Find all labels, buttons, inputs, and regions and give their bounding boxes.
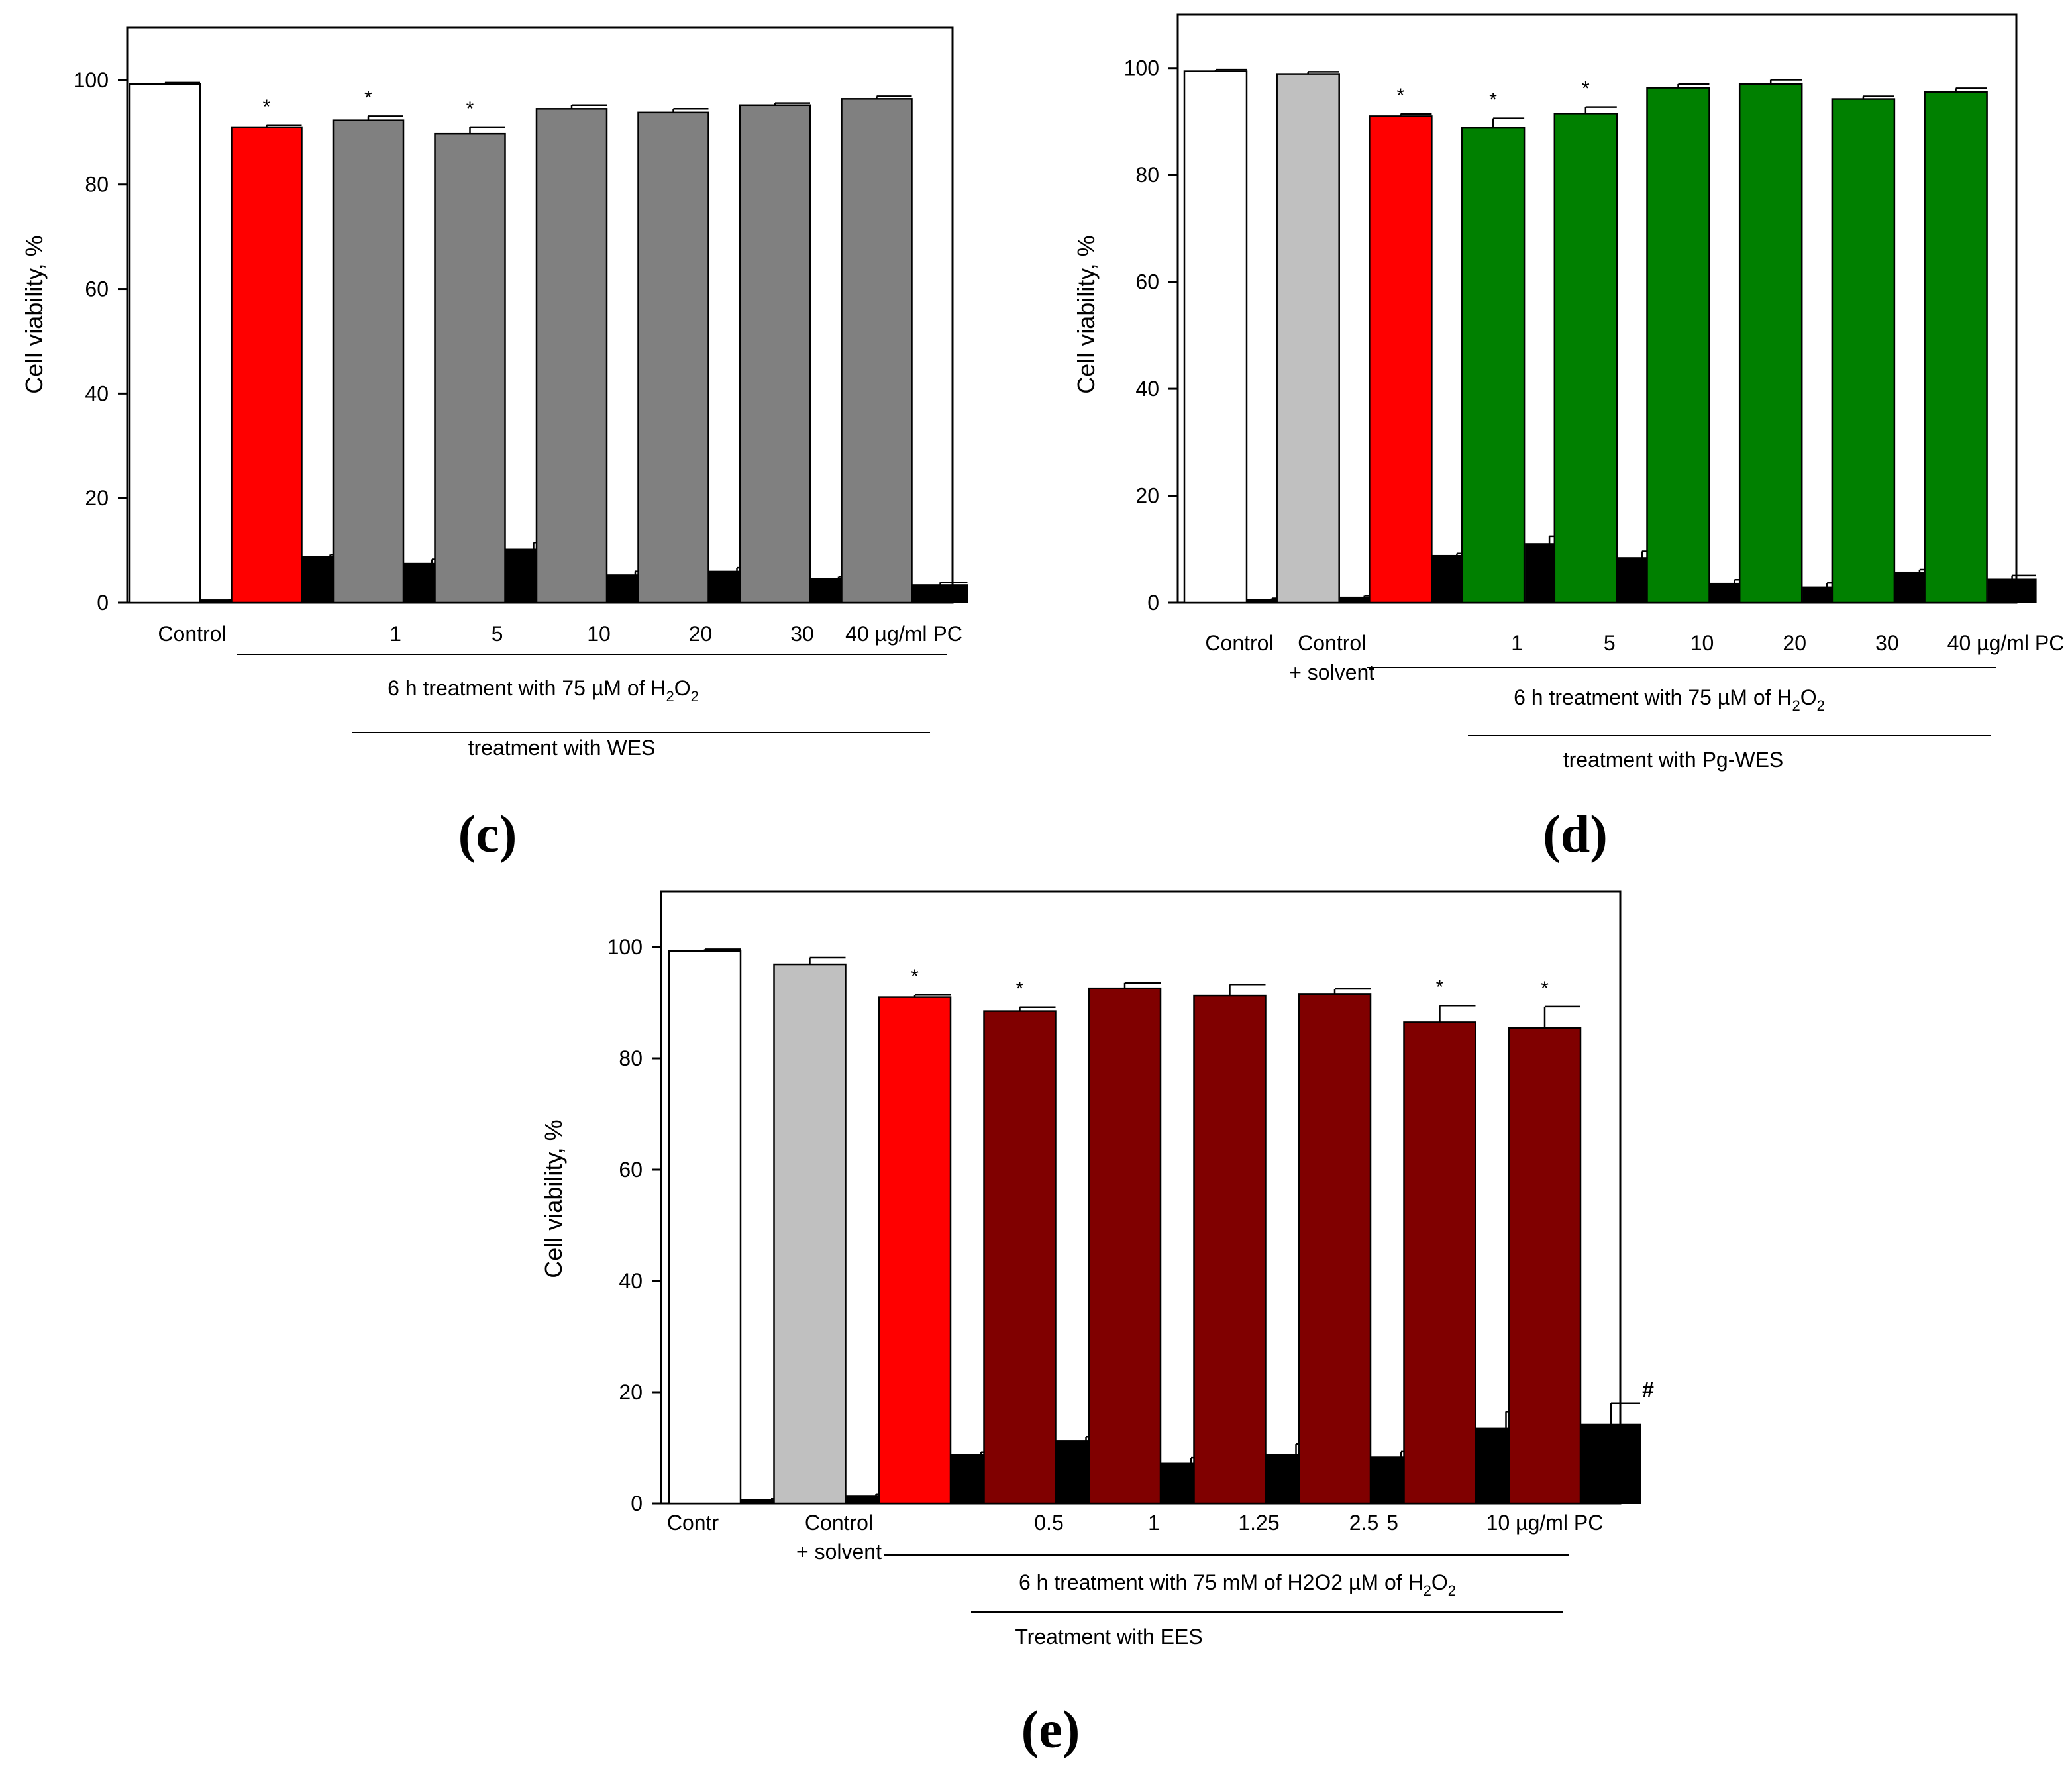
bar-primary bbox=[1298, 993, 1372, 1505]
significance-star: * bbox=[1397, 85, 1405, 107]
significance-star: * bbox=[1582, 78, 1590, 100]
significance-star: * bbox=[911, 966, 919, 988]
x-category-label: 5 bbox=[1386, 1511, 1398, 1535]
x-category-label: 1 bbox=[389, 622, 401, 646]
treatment-annotation: 6 h treatment with 75 µM of H2O2 bbox=[1514, 685, 1825, 714]
x-category-label: 2.5 bbox=[1349, 1511, 1378, 1535]
bar-primary bbox=[434, 132, 506, 604]
x-category-label: 5 bbox=[492, 622, 503, 646]
bar-primary bbox=[739, 104, 811, 604]
y-axis-label: Cell viability, % bbox=[21, 235, 48, 393]
treatment-annotation: 6 h treatment with 75 mM of H2O2 µM of H… bbox=[1019, 1570, 1456, 1599]
bar-primary bbox=[1369, 115, 1433, 604]
bar-primary bbox=[535, 108, 608, 604]
x-category-label-line2: + solvent bbox=[796, 1540, 882, 1564]
bar-primary bbox=[878, 996, 952, 1505]
bar-primary bbox=[1508, 1027, 1582, 1505]
bar-primary bbox=[1924, 91, 1988, 604]
y-tick-label: 40 bbox=[619, 1269, 643, 1293]
extract-annotation: treatment with Pg-WES bbox=[1563, 748, 1784, 772]
y-tick-label: 0 bbox=[97, 591, 109, 615]
bar-primary bbox=[332, 119, 405, 604]
y-tick-label: 60 bbox=[1135, 270, 1159, 294]
x-category-label: 10 bbox=[1690, 631, 1714, 655]
y-tick-label: 80 bbox=[1135, 163, 1159, 187]
x-category-label: 1 bbox=[1511, 631, 1523, 655]
chart-panel-d: 0 20 40 60 80 100 Cell viability, % Control Cont… bbox=[1072, 13, 2065, 772]
y-tick-label: 0 bbox=[631, 1492, 643, 1515]
bar-primary bbox=[668, 950, 742, 1505]
x-category-label: Contr bbox=[667, 1511, 719, 1535]
x-category-label: 30 bbox=[1875, 631, 1899, 655]
x-category-label: 40 µg/ml PC bbox=[1947, 631, 2065, 655]
panel-letter-d: (d) bbox=[1543, 805, 1608, 864]
significance-hash: # bbox=[1642, 1378, 1654, 1401]
significance-star: * bbox=[1541, 978, 1549, 999]
x-category-label: 20 bbox=[689, 622, 713, 646]
x-category-label: 1.25 bbox=[1238, 1511, 1279, 1535]
bar-secondary bbox=[912, 584, 968, 603]
y-tick-label: 60 bbox=[619, 1158, 643, 1182]
x-category-label: 20 bbox=[1783, 631, 1806, 655]
bar-primary bbox=[1738, 83, 1803, 604]
bar-secondary bbox=[1987, 578, 2037, 603]
significance-star: * bbox=[1016, 978, 1024, 1000]
x-category-label: 10 µg/ml PC bbox=[1486, 1511, 1604, 1535]
treatment-annotation: 6 h treatment with 75 µM of H2O2 bbox=[388, 676, 699, 705]
x-category-label: Control bbox=[805, 1511, 873, 1535]
x-category-label: 30 bbox=[790, 622, 814, 646]
bar-primary bbox=[129, 83, 201, 604]
significance-star: * bbox=[263, 96, 271, 118]
x-category-label: 10 bbox=[587, 622, 611, 646]
y-tick-label: 0 bbox=[1147, 591, 1159, 615]
x-category-label: 1 bbox=[1148, 1511, 1160, 1535]
bar-primary bbox=[1461, 127, 1526, 604]
x-category-label: 0.5 bbox=[1034, 1511, 1063, 1535]
x-category-label-line2: + solvent bbox=[1289, 660, 1374, 684]
bar-primary bbox=[773, 963, 847, 1505]
x-category-label: Control bbox=[1205, 631, 1273, 655]
y-tick-label: 80 bbox=[619, 1046, 643, 1070]
bar-primary bbox=[231, 126, 303, 604]
bar-primary bbox=[983, 1010, 1057, 1505]
bar-primary bbox=[1646, 87, 1710, 604]
x-category-label: Control bbox=[158, 622, 226, 646]
x-category-label: 40 µg/ml PC bbox=[845, 622, 962, 646]
x-category-label: Control bbox=[1298, 631, 1366, 655]
extract-annotation: Treatment with EES bbox=[1015, 1625, 1202, 1648]
y-tick-label: 20 bbox=[85, 486, 109, 510]
bar-primary bbox=[1276, 73, 1340, 604]
bar-primary bbox=[1183, 70, 1248, 604]
bar-primary bbox=[1403, 1021, 1476, 1505]
y-tick-label: 100 bbox=[607, 935, 643, 959]
y-tick-label: 80 bbox=[85, 173, 109, 197]
y-tick-label: 60 bbox=[85, 278, 109, 301]
bar-primary bbox=[1088, 987, 1162, 1505]
y-axis-label: Cell viability, % bbox=[1072, 235, 1100, 393]
significance-star: * bbox=[1436, 976, 1444, 998]
panel-letter-c: (c) bbox=[458, 805, 517, 864]
chart-panel-e: 0 20 40 60 80 100 Cell viability, % Contr Contro… bbox=[540, 890, 1654, 1648]
y-tick-label: 40 bbox=[1135, 377, 1159, 401]
bar-primary bbox=[841, 98, 913, 604]
extract-annotation: treatment with WES bbox=[468, 736, 656, 760]
y-tick-label: 40 bbox=[85, 381, 109, 405]
y-tick-label: 100 bbox=[74, 68, 109, 92]
y-axis-label: Cell viability, % bbox=[540, 1119, 567, 1278]
bar-primary bbox=[1553, 113, 1618, 604]
panel-letter-e: (e) bbox=[1021, 1701, 1080, 1759]
bar-primary bbox=[637, 111, 709, 604]
significance-star: * bbox=[466, 98, 474, 120]
bar-primary bbox=[1831, 98, 1896, 604]
bar-secondary bbox=[1581, 1423, 1641, 1504]
significance-star: * bbox=[1489, 89, 1497, 111]
x-category-label: 5 bbox=[1604, 631, 1616, 655]
significance-star: * bbox=[364, 87, 372, 109]
y-tick-label: 20 bbox=[619, 1380, 643, 1404]
y-tick-label: 20 bbox=[1135, 484, 1159, 508]
y-tick-label: 100 bbox=[1124, 56, 1159, 80]
bar-primary bbox=[1193, 994, 1267, 1505]
